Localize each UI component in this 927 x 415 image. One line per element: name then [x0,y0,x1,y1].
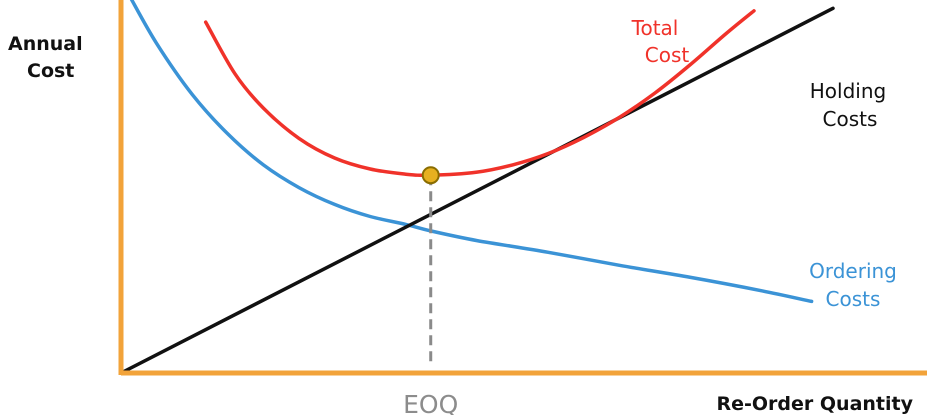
total-cost-line [203,9,756,178]
eoq-label: EOQ [403,390,458,415]
holding-costs-label-line2: Costs [823,107,878,131]
holding-costs-label-line1: Holding [810,79,886,103]
y-axis-label-line2: Cost [27,60,74,82]
ordering-costs-label-line1: Ordering [809,259,897,283]
y-axis-label-line1: Annual [8,33,83,55]
eoq-min-marker [421,166,440,185]
ordering-costs-label-line2: Costs [826,287,881,311]
total-cost-label-line1: Total [631,16,679,40]
curves-layer [119,0,835,375]
x-axis-label: Re-Order Quantity [717,393,914,415]
ordering-cost-line [129,0,814,304]
holding-cost-line [119,6,835,375]
total-cost-label-line2: Cost [645,43,690,67]
